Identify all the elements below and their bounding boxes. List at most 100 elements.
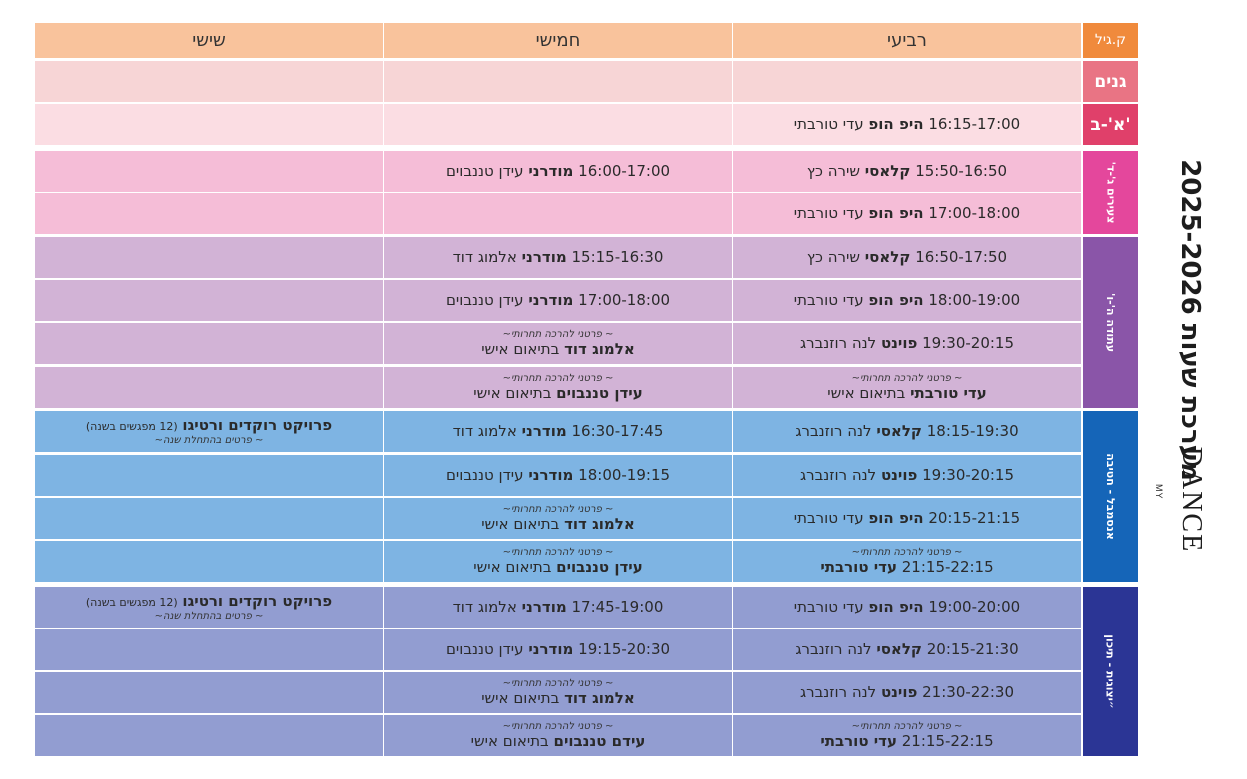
cell-wed: 19:30-20:15 פוינט לנה רוזנברג	[733, 455, 1081, 496]
class-style: עידן טננבוים	[556, 384, 643, 402]
class-time: 19:00-20:00	[928, 598, 1021, 616]
header-age-label: ק.גיל	[1094, 32, 1127, 48]
header-friday-label: שישי	[192, 30, 226, 51]
class-time: 18:00-19:00	[928, 291, 1021, 309]
header-age-group: ק.גיל	[1083, 23, 1138, 58]
cell-thu: 16:30-17:45 מודרני אלמוג דוד	[384, 411, 732, 452]
class-style: היפ הופ	[868, 291, 924, 309]
class-entry: אלמוג דוד בתיאום אישי	[481, 341, 635, 358]
class-time: 15:15-16:30	[571, 248, 664, 266]
class-time: 19:15-20:30	[578, 640, 671, 658]
header-wednesday: רביעי	[733, 23, 1081, 58]
class-time: 21:15-22:15	[901, 558, 994, 576]
class-time: 16:00-17:00	[578, 162, 671, 180]
class-style: מודרני	[528, 640, 574, 658]
age-group-label: ״יצוגית - תיכון	[1083, 587, 1138, 756]
class-entry: 15:15-16:30 מודרני אלמוג דוד	[453, 249, 664, 266]
teacher-name: שירה כץ	[806, 248, 860, 266]
teacher-name: לנה רוזנברג	[799, 683, 877, 701]
cell-thu: 17:00-18:00 מודרני עידן טננבוים	[384, 280, 732, 321]
class-time: 15:50-16:50	[915, 162, 1008, 180]
cell-thu: ~ פרטני להרכה תחרותי~ אלמוג דוד בתיאום אי…	[384, 323, 732, 364]
class-entry: 16:15-17:00 היפ הופ עדי טורבתי	[794, 116, 1020, 133]
class-style: פוינט	[880, 466, 918, 484]
class-style: אלמוג דוד	[564, 689, 635, 707]
class-entry: 18:15-19:30 קלאסי לנה רוזנברג	[795, 423, 1018, 440]
cell-fri: פרויקט רוקדים ורטיגו (12 מפגשים בשנה) ~ פ…	[35, 587, 383, 628]
age-group-label: עתודה ה'-ו'	[1083, 237, 1138, 408]
note-text: ~ פרטני להרכה תחרותי~	[502, 678, 614, 689]
cell-wed: ~ פרטני להרכה תחרותי~ 21:15-22:15 עדי טור…	[733, 541, 1081, 582]
cell-fri	[35, 541, 383, 582]
header-thursday: חמישי	[384, 23, 732, 58]
cell-thu	[384, 104, 732, 145]
teacher-name: עידן טננבוים	[445, 291, 524, 309]
age-group-text: א'-ב'	[1090, 114, 1131, 135]
cell-fri: פרויקט רוקדים ורטיגו (12 מפגשים בשנה) ~ פ…	[35, 411, 383, 452]
note-text: ~ פרטני להרכה תחרותי~	[502, 504, 614, 515]
class-time: 21:30-22:30	[922, 683, 1015, 701]
class-time: 20:15-21:15	[928, 509, 1021, 527]
cell-fri	[35, 104, 383, 145]
class-entry: 20:15-21:30 קלאסי לנה רוזנברג	[795, 641, 1018, 658]
cell-fri	[35, 367, 383, 408]
class-style: עידן טננבוים	[556, 558, 643, 576]
cell-fri	[35, 61, 383, 102]
class-style: מודרני	[528, 162, 574, 180]
age-group-label: אנסמבל - חטיבה	[1083, 411, 1138, 582]
cell-wed: 20:15-21:15 היפ הופ עדי טורבתי	[733, 498, 1081, 539]
age-group-label: צעירים ג'-ד'	[1083, 151, 1138, 234]
class-entry: עידן טננבוים בתיאום אישי	[473, 559, 642, 576]
cell-fri	[35, 237, 383, 278]
class-time: 17:00-18:00	[928, 204, 1021, 222]
note-text: ~ פרטני להרכה תחרותי~	[851, 373, 963, 384]
note-text: ~ פרטני להרכה תחרותי~	[502, 373, 614, 384]
age-group-text: צעירים ג'-ד'	[1104, 161, 1117, 224]
cell-fri	[35, 151, 383, 192]
teacher-name: בתיאום אישי	[473, 558, 552, 576]
meetings-note: (12 מפגשים בשנה)	[85, 419, 178, 433]
header-wednesday-label: רביעי	[887, 30, 927, 51]
class-style: פוינט	[880, 334, 918, 352]
cell-thu: ~ פרטני להרכה תחרותי~ עידם טננבוים בתיאום…	[384, 715, 732, 756]
teacher-name: בתיאום אישי	[827, 384, 906, 402]
class-time: 19:30-20:15	[922, 334, 1015, 352]
class-entry: עידם טננבוים בתיאום אישי	[471, 733, 646, 750]
cell-fri	[35, 498, 383, 539]
class-entry: אלמוג דוד בתיאום אישי	[481, 516, 635, 533]
age-group-label: א'-ב'	[1083, 104, 1138, 145]
teacher-name: עידן טננבוים	[445, 466, 524, 484]
age-group-text: אנסמבל - חטיבה	[1104, 453, 1117, 540]
class-style: עדי טורבתי	[910, 384, 987, 402]
class-style: עדי טורבתי	[820, 732, 897, 750]
cell-thu: ~ פרטני להרכה תחרותי~ עידן טננבוים בתיאום…	[384, 367, 732, 408]
class-entry: 18:00-19:15 מודרני עידן טננבוים	[446, 467, 670, 484]
class-time: 18:15-19:30	[926, 422, 1019, 440]
age-group-text: גנים	[1094, 71, 1127, 92]
class-style: פוינט	[880, 683, 918, 701]
cell-thu: 15:15-16:30 מודרני אלמוג דוד	[384, 237, 732, 278]
cell-wed: 21:30-22:30 פוינט לנה רוזנברג	[733, 672, 1081, 713]
class-style: מודרני	[528, 291, 574, 309]
class-entry: 16:50-17:50 קלאסי שירה כץ	[807, 249, 1007, 266]
class-entry: 17:00-18:00 היפ הופ עדי טורבתי	[794, 205, 1020, 222]
teacher-name: בתיאום אישי	[470, 732, 549, 750]
note-text: ~ פרטני להרכה תחרותי~	[502, 721, 614, 732]
teacher-name: בתיאום אישי	[473, 384, 552, 402]
class-time: 17:45-19:00	[571, 598, 664, 616]
header-friday: שישי	[35, 23, 383, 58]
class-entry: 16:00-17:00 מודרני עידן טננבוים	[446, 163, 670, 180]
cell-wed: 20:15-21:30 קלאסי לנה רוזנברג	[733, 629, 1081, 670]
note-text: ~ פרטני להרכה תחרותי~	[851, 721, 963, 732]
logo-dance-text: DANCE	[1176, 446, 1207, 554]
class-style: היפ הופ	[868, 598, 924, 616]
teacher-name: עדי טורבתי	[793, 291, 864, 309]
class-style: קלאסי	[876, 422, 922, 440]
age-group-label: גנים	[1083, 61, 1138, 102]
class-style: אלמוג דוד	[564, 340, 635, 358]
class-entry: אלמוג דוד בתיאום אישי	[481, 690, 635, 707]
class-style: מודרני	[521, 422, 567, 440]
cell-fri	[35, 629, 383, 670]
class-entry: 16:30-17:45 מודרני אלמוג דוד	[453, 423, 664, 440]
class-entry: 15:50-16:50 קלאסי שירה כץ	[807, 163, 1007, 180]
